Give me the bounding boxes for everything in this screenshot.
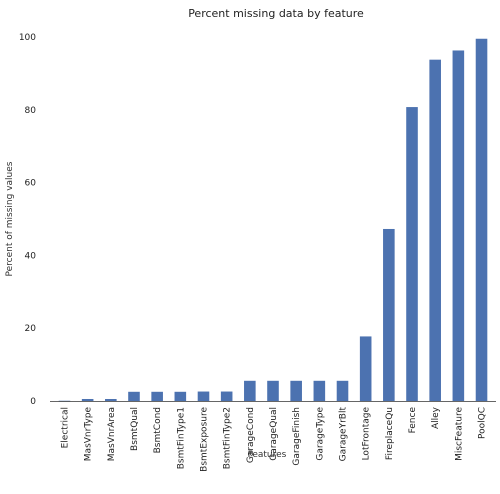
x-tick-label: MasVnrArea — [107, 407, 117, 461]
x-tick-label: BsmtFinType1 — [176, 407, 186, 469]
bar — [267, 380, 279, 401]
y-tick-label: 100 — [19, 33, 36, 43]
bar — [429, 59, 441, 402]
bar — [58, 400, 71, 402]
bar — [244, 380, 256, 401]
x-tick-label: Fence — [408, 407, 418, 434]
x-tick-label: BsmtQual — [130, 407, 140, 451]
bar — [197, 391, 210, 401]
bar — [406, 107, 418, 401]
x-axis: Electrical MasVnrType MasVnrArea BsmtQual Bs… — [60, 406, 487, 471]
bar — [151, 391, 163, 401]
x-tick-label: PoolQC — [478, 407, 488, 439]
y-tick-label: 20 — [25, 324, 37, 334]
bar — [290, 380, 302, 401]
x-tick-label: GarageType — [315, 407, 325, 461]
bar — [174, 391, 187, 401]
y-axis-label: Percent of missing values — [5, 161, 15, 276]
bar — [359, 336, 372, 401]
x-tick-label: LotFrontage — [362, 407, 372, 461]
bar-series — [58, 38, 488, 402]
chart-title: Percent missing data by feature — [188, 7, 364, 20]
x-tick-label: BsmtExposure — [199, 407, 209, 472]
bar — [81, 398, 94, 401]
x-tick-label: GarageQual — [269, 407, 279, 461]
y-tick-label: 40 — [25, 251, 37, 261]
bar — [383, 228, 395, 401]
x-tick-label: GarageYrBlt — [339, 407, 349, 462]
x-tick-label: BsmtFinType2 — [223, 407, 233, 469]
bar — [313, 380, 326, 401]
y-tick-label: 80 — [25, 106, 37, 116]
x-tick-label: GarageFinish — [292, 407, 302, 466]
x-tick-label: MiscFeature — [454, 407, 464, 461]
x-tick-label: Alley — [431, 406, 441, 429]
bar — [128, 391, 140, 401]
x-axis-label: Features — [248, 450, 287, 460]
x-tick-label: GarageCond — [246, 407, 256, 463]
x-tick-label: Electrical — [60, 407, 70, 448]
bar — [452, 50, 465, 402]
x-tick-label: MasVnrType — [84, 407, 94, 462]
y-axis: 0 20 40 60 80 100 — [19, 33, 36, 407]
bar — [336, 380, 349, 401]
bar — [220, 391, 233, 401]
bar — [105, 398, 117, 401]
y-tick-label: 60 — [25, 179, 37, 189]
bar — [475, 38, 488, 402]
x-tick-label: BsmtCond — [153, 407, 163, 453]
y-tick-label: 0 — [30, 397, 36, 407]
x-tick-label: FireplaceQu — [385, 407, 395, 460]
